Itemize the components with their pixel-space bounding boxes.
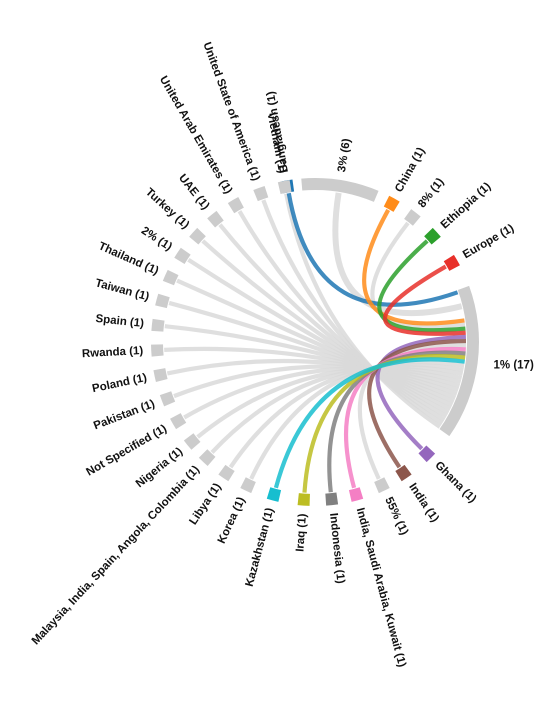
segment-united-arab-emirates-1 [227, 197, 244, 214]
ribbon-layer [164, 192, 467, 493]
label-turkey-1: Turkey (1) [143, 186, 191, 231]
ribbon-taiwan-1 [168, 300, 455, 404]
segment-layer [151, 177, 479, 506]
label-indonesia-1: Indonesia (1) [327, 512, 346, 584]
ribbon-india-saudi-arabia-kuwait-1 [344, 346, 466, 489]
ribbon-poland-1 [166, 358, 459, 392]
segment-not-specified-1 [170, 413, 187, 430]
segment-korea-1 [240, 477, 256, 494]
segment-8-1 [404, 209, 421, 226]
ribbon-55-1 [357, 343, 467, 480]
segment-rwanda-1 [151, 344, 164, 357]
label-uae-1: UAE (1) [176, 172, 212, 212]
ribbon-thailand-1 [176, 278, 453, 408]
segment-thailand-1 [162, 269, 179, 286]
segment-malaysia-india-spain-angola-colombia-1 [198, 449, 216, 466]
label-india-1: India (1) [406, 481, 441, 524]
segment-europe-1 [443, 254, 460, 271]
label-kazakhstan-1: Kazakhstan (1) [244, 506, 277, 588]
segment-3-6 [301, 177, 379, 202]
label-taiwan-1: Taiwan (1) [94, 277, 151, 303]
ribbon-united-state-of-america-1 [261, 199, 444, 426]
label-thailand-1: Thailand (1) [97, 240, 161, 277]
ribbon-3-6 [332, 192, 463, 317]
ribbon-indonesia-1 [327, 350, 466, 493]
ribbon-spain-1 [164, 324, 457, 400]
segment-ethiopia-1 [424, 227, 441, 245]
segment-iraq-1 [297, 493, 310, 506]
segment-kazakhstan-1 [266, 487, 282, 502]
label-korea-1: Korea (1) [216, 495, 248, 545]
label-3-6: 3% (6) [336, 138, 353, 173]
segment-india-saudi-arabia-kuwait-1 [348, 487, 364, 502]
segment-indonesia-1 [325, 492, 339, 506]
label-malaysia-india-spain-angola-colombia-1: Malaysia, India, Spain, Angola, Colombia… [30, 464, 202, 648]
label-ethiopia-1: Ethiopia (1) [439, 180, 494, 231]
segment-united-state-of-america-1 [253, 185, 269, 202]
segment-poland-1 [153, 368, 168, 382]
segment-china-1 [383, 195, 400, 212]
ribbon-malaysia-india-spain-angola-colombia-1 [210, 364, 464, 454]
label-iraq-1: Iraq (1) [294, 513, 309, 552]
ribbon-united-arab-emirates-1 [237, 210, 446, 422]
ribbon-uae-1 [218, 223, 448, 419]
ribbon-india-1 [367, 338, 467, 469]
ribbon-libya-1 [228, 362, 464, 469]
segment-vietnam-1 [277, 179, 292, 194]
segment-ghana-1 [418, 445, 436, 463]
hub-label: 1% (17) [494, 359, 534, 371]
label-poland-1: Poland (1) [91, 372, 148, 395]
hub-segment [439, 285, 479, 437]
label-europe-1: Europe (1) [461, 222, 516, 261]
label-china-1: China (1) [393, 146, 427, 195]
ribbon-nigeria-1 [196, 366, 463, 439]
ribbon-kazakhstan-1 [273, 357, 465, 489]
ribbon-china-1 [362, 208, 465, 326]
ribbon-ethiopia-1 [377, 239, 466, 333]
segment-spain-1 [151, 318, 165, 332]
ribbon-bangladesh-1 [286, 192, 459, 307]
ribbon-europe-1 [382, 264, 466, 336]
segment-india-1 [395, 464, 412, 482]
ribbon-turkey-1 [201, 239, 450, 415]
label-ghana-1: Ghana (1) [432, 459, 478, 505]
segment-libya-1 [218, 464, 235, 482]
label-pakistan-1: Pakistan (1) [92, 398, 157, 432]
ribbon-rwanda-1 [164, 346, 458, 396]
segment-55-1 [374, 477, 390, 494]
ribbon-not-specified-1 [183, 366, 462, 420]
ribbon-korea-1 [249, 360, 465, 480]
label-55-1: 55% (1) [382, 495, 410, 537]
label-rwanda-1: Rwanda (1) [82, 345, 144, 360]
ribbon-pakistan-1 [173, 364, 461, 399]
segment-pakistan-1 [159, 391, 176, 407]
label-libya-1: Libya (1) [187, 481, 223, 527]
ribbon-iraq-1 [302, 354, 466, 493]
label-2-1: 2% (1) [139, 225, 174, 254]
segment-taiwan-1 [155, 293, 170, 309]
segment-2-1 [174, 247, 191, 264]
ribbon-2-1 [187, 257, 452, 411]
label-spain-1: Spain (1) [95, 313, 145, 330]
segment-turkey-1 [189, 227, 206, 245]
ribbon-vietnam-1 [284, 193, 442, 429]
segment-uae-1 [207, 210, 224, 228]
label-8-1: 8% (1) [416, 176, 446, 210]
segment-nigeria-1 [183, 433, 201, 450]
